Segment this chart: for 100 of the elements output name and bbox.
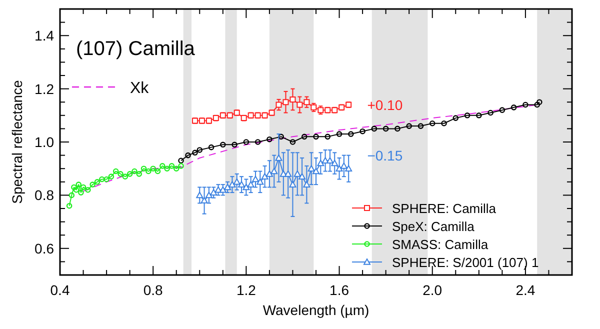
point	[382, 126, 389, 132]
point	[196, 147, 203, 153]
point	[301, 134, 308, 140]
point	[348, 131, 354, 137]
point	[282, 99, 289, 106]
point	[233, 178, 240, 185]
point	[254, 139, 261, 145]
point	[536, 99, 542, 105]
point	[336, 165, 343, 172]
annotation: −0.15	[367, 147, 403, 164]
point	[71, 184, 77, 190]
y-tick-label: 1.4	[34, 28, 54, 44]
point	[98, 176, 105, 182]
point	[78, 190, 84, 196]
point	[371, 126, 378, 132]
point	[224, 184, 232, 190]
point	[312, 168, 320, 174]
point	[76, 182, 82, 188]
y-tick-label: 0.6	[34, 240, 54, 256]
point	[284, 170, 292, 177]
point	[313, 134, 319, 140]
point	[256, 178, 264, 185]
point	[66, 202, 72, 209]
point	[304, 99, 310, 106]
point	[168, 163, 175, 169]
y-tick-label: 1.2	[34, 80, 54, 97]
point	[192, 150, 198, 156]
y-axis-title: Spectral reflectance	[9, 80, 25, 204]
point	[289, 181, 296, 188]
point	[80, 184, 86, 190]
point	[238, 181, 246, 188]
point	[261, 173, 268, 180]
point	[185, 152, 191, 158]
point	[164, 166, 170, 172]
point	[150, 166, 156, 172]
point	[108, 174, 114, 180]
point	[499, 107, 506, 113]
point	[140, 166, 147, 172]
text: (107) Camilla	[76, 38, 196, 60]
point	[154, 168, 161, 174]
point	[178, 158, 184, 164]
point	[270, 168, 278, 174]
point	[303, 181, 310, 188]
point	[243, 139, 250, 145]
legend-label: SMASS: Camilla	[392, 237, 489, 252]
point	[317, 160, 324, 166]
x-tick-label: 2.0	[422, 282, 442, 298]
legend-label: SPHERE: Camilla	[392, 201, 497, 216]
point	[488, 110, 494, 116]
point	[210, 189, 218, 196]
point	[146, 168, 152, 174]
point	[112, 168, 119, 174]
point	[122, 174, 128, 180]
x-tick-label: 2.4	[516, 282, 536, 298]
point	[331, 160, 338, 166]
point	[73, 186, 80, 193]
point	[200, 197, 208, 204]
point	[326, 157, 334, 164]
point	[232, 142, 238, 148]
point	[132, 168, 138, 174]
point	[276, 102, 282, 108]
point	[68, 192, 75, 198]
x-tick-label: 0.4	[50, 282, 70, 298]
legend-label: SpeX: Camilla	[392, 219, 476, 234]
point	[228, 181, 236, 188]
point	[324, 134, 331, 140]
x-tick-label: 1.2	[236, 282, 256, 298]
point	[534, 102, 540, 108]
point	[418, 123, 424, 129]
point	[296, 102, 303, 108]
point	[290, 139, 296, 145]
point	[510, 104, 517, 110]
point	[90, 182, 96, 188]
point	[476, 112, 482, 118]
point	[94, 179, 100, 185]
point	[464, 112, 470, 118]
point	[173, 166, 180, 172]
legend-label: Xk	[130, 80, 150, 97]
y-tick-label: 0.8	[34, 187, 54, 204]
point	[298, 173, 306, 180]
point	[406, 123, 412, 129]
point	[160, 163, 166, 169]
point	[266, 136, 272, 142]
point	[290, 96, 296, 102]
point	[205, 192, 212, 198]
point	[522, 102, 528, 108]
point	[441, 120, 447, 126]
point	[85, 186, 91, 193]
point	[340, 162, 348, 169]
point	[360, 128, 366, 134]
x-axis-title: Wavelength (µm)	[262, 302, 370, 318]
point	[308, 165, 315, 172]
point	[136, 171, 142, 177]
point	[118, 171, 124, 177]
point	[208, 144, 214, 150]
y-tick-label: 1.0	[34, 134, 54, 150]
x-tick-label: 0.8	[143, 282, 164, 298]
point	[178, 163, 184, 169]
legend-label: SPHERE: S/2001 (107) 1	[392, 255, 539, 270]
point	[126, 171, 133, 177]
